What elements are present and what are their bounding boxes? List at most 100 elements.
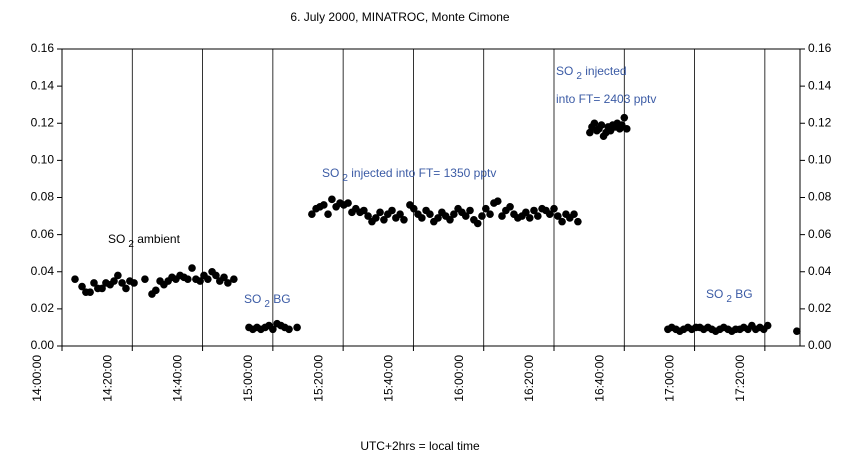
data-point [482,204,490,213]
data-point [493,197,502,206]
annotation-part: injected [582,64,627,78]
annotation-subscript: 2 [264,299,270,310]
data-point [184,275,192,283]
data-point [188,264,196,272]
x-tick-label: 14:40:00 [171,355,185,402]
chart-title: 6. July 2000, MINATROC, Monte Cimone [290,10,510,24]
data-point [204,275,212,283]
data-point [141,275,149,283]
data-point [388,206,396,215]
data-point [78,282,86,291]
y-tick-label-right: 0.04 [808,264,832,278]
y-tick-label: 0.16 [31,41,55,55]
y-tick-label: 0.14 [31,78,55,92]
data-point [110,277,118,285]
data-point [360,206,368,215]
y-tick-label: 0.12 [31,115,55,129]
data-point [400,215,408,224]
annotation-part: into FT= 2403 pptv [556,92,656,106]
data-point [380,215,388,224]
data-point [426,210,434,219]
annotation: SO 2 BG [706,287,753,304]
y-tick-label-right: 0.00 [808,338,832,352]
annotation-subscript: 2 [128,239,134,250]
data-point [525,214,534,222]
annotation: SO 2 injected into FT= 1350 pptv [322,166,496,183]
data-point [409,204,418,213]
data-point [620,113,629,122]
annotation-part: SO [322,166,339,180]
y-tick-label-right: 0.10 [808,153,832,167]
data-point [118,279,126,287]
data-point [122,284,130,293]
data-point [344,199,352,207]
y-tick-label: 0.10 [31,153,55,167]
annotation-part: ambient [134,232,181,246]
data-point [196,277,204,285]
y-tick-label: 0.06 [31,227,55,241]
data-point [793,327,801,335]
plot-frame [61,48,801,347]
data-point [545,210,554,219]
data-point [90,279,98,287]
data-point [473,219,482,228]
data-point [220,273,228,282]
data-point [590,119,599,128]
annotation: SO 2 ambient [108,232,181,249]
annotation-part: SO [108,232,125,246]
y-tick-label-right: 0.16 [808,41,832,55]
x-tick-label: 14:20:00 [100,355,114,402]
annotation-part: BG [732,287,753,301]
data-point [396,210,404,219]
y-tick-label-right: 0.06 [808,227,832,241]
data-point [376,208,384,217]
data-point [530,206,538,215]
data-point [130,279,138,287]
annotation-subscript: 2 [726,294,732,305]
data-point [71,275,79,283]
x-axis-label: UTC+2hrs = local time [360,439,480,453]
y-tick-label: 0.02 [31,301,55,315]
data-point [372,214,380,222]
y-tick-label: 0.08 [31,190,55,204]
annotation-subscript: 2 [576,71,582,82]
annotation-part: injected into FT= 1350 pptv [348,166,496,180]
x-tick-label: 17:20:00 [733,355,747,402]
data-point [498,212,506,220]
data-point [550,204,558,213]
y-tick-label: 0.00 [31,338,55,352]
annotation-part: SO [556,64,573,78]
data-point [320,201,328,209]
y-tick-label-right: 0.12 [808,115,832,129]
data-point [418,214,426,222]
data-point [574,217,582,226]
data-point [554,212,562,220]
data-point [152,286,160,295]
x-tick-label: 15:20:00 [311,355,325,402]
x-tick-label: 15:00:00 [241,355,255,402]
data-point [224,279,232,287]
data-point [230,275,238,283]
data-point [293,323,301,332]
y-tick-label-right: 0.08 [808,190,832,204]
x-tick-label: 16:00:00 [452,355,466,402]
data-point [212,271,220,280]
data-point [269,325,277,334]
annotation: SO 2 BG [244,292,291,309]
data-point [446,215,454,224]
data-point [597,121,606,129]
data-point [522,208,530,217]
data-point [98,284,106,293]
y-tick-label-right: 0.14 [808,78,832,92]
data-point [308,210,316,219]
annotation-part: SO [706,287,723,301]
annotation: into FT= 2403 pptv [556,92,656,106]
data-point [461,212,470,220]
x-tick-label: 14:00:00 [30,355,44,402]
y-tick-label: 0.04 [31,264,55,278]
data-point [534,212,542,220]
data-point [364,212,372,220]
x-tick-label: 16:40:00 [592,355,606,402]
data-point [622,125,631,133]
